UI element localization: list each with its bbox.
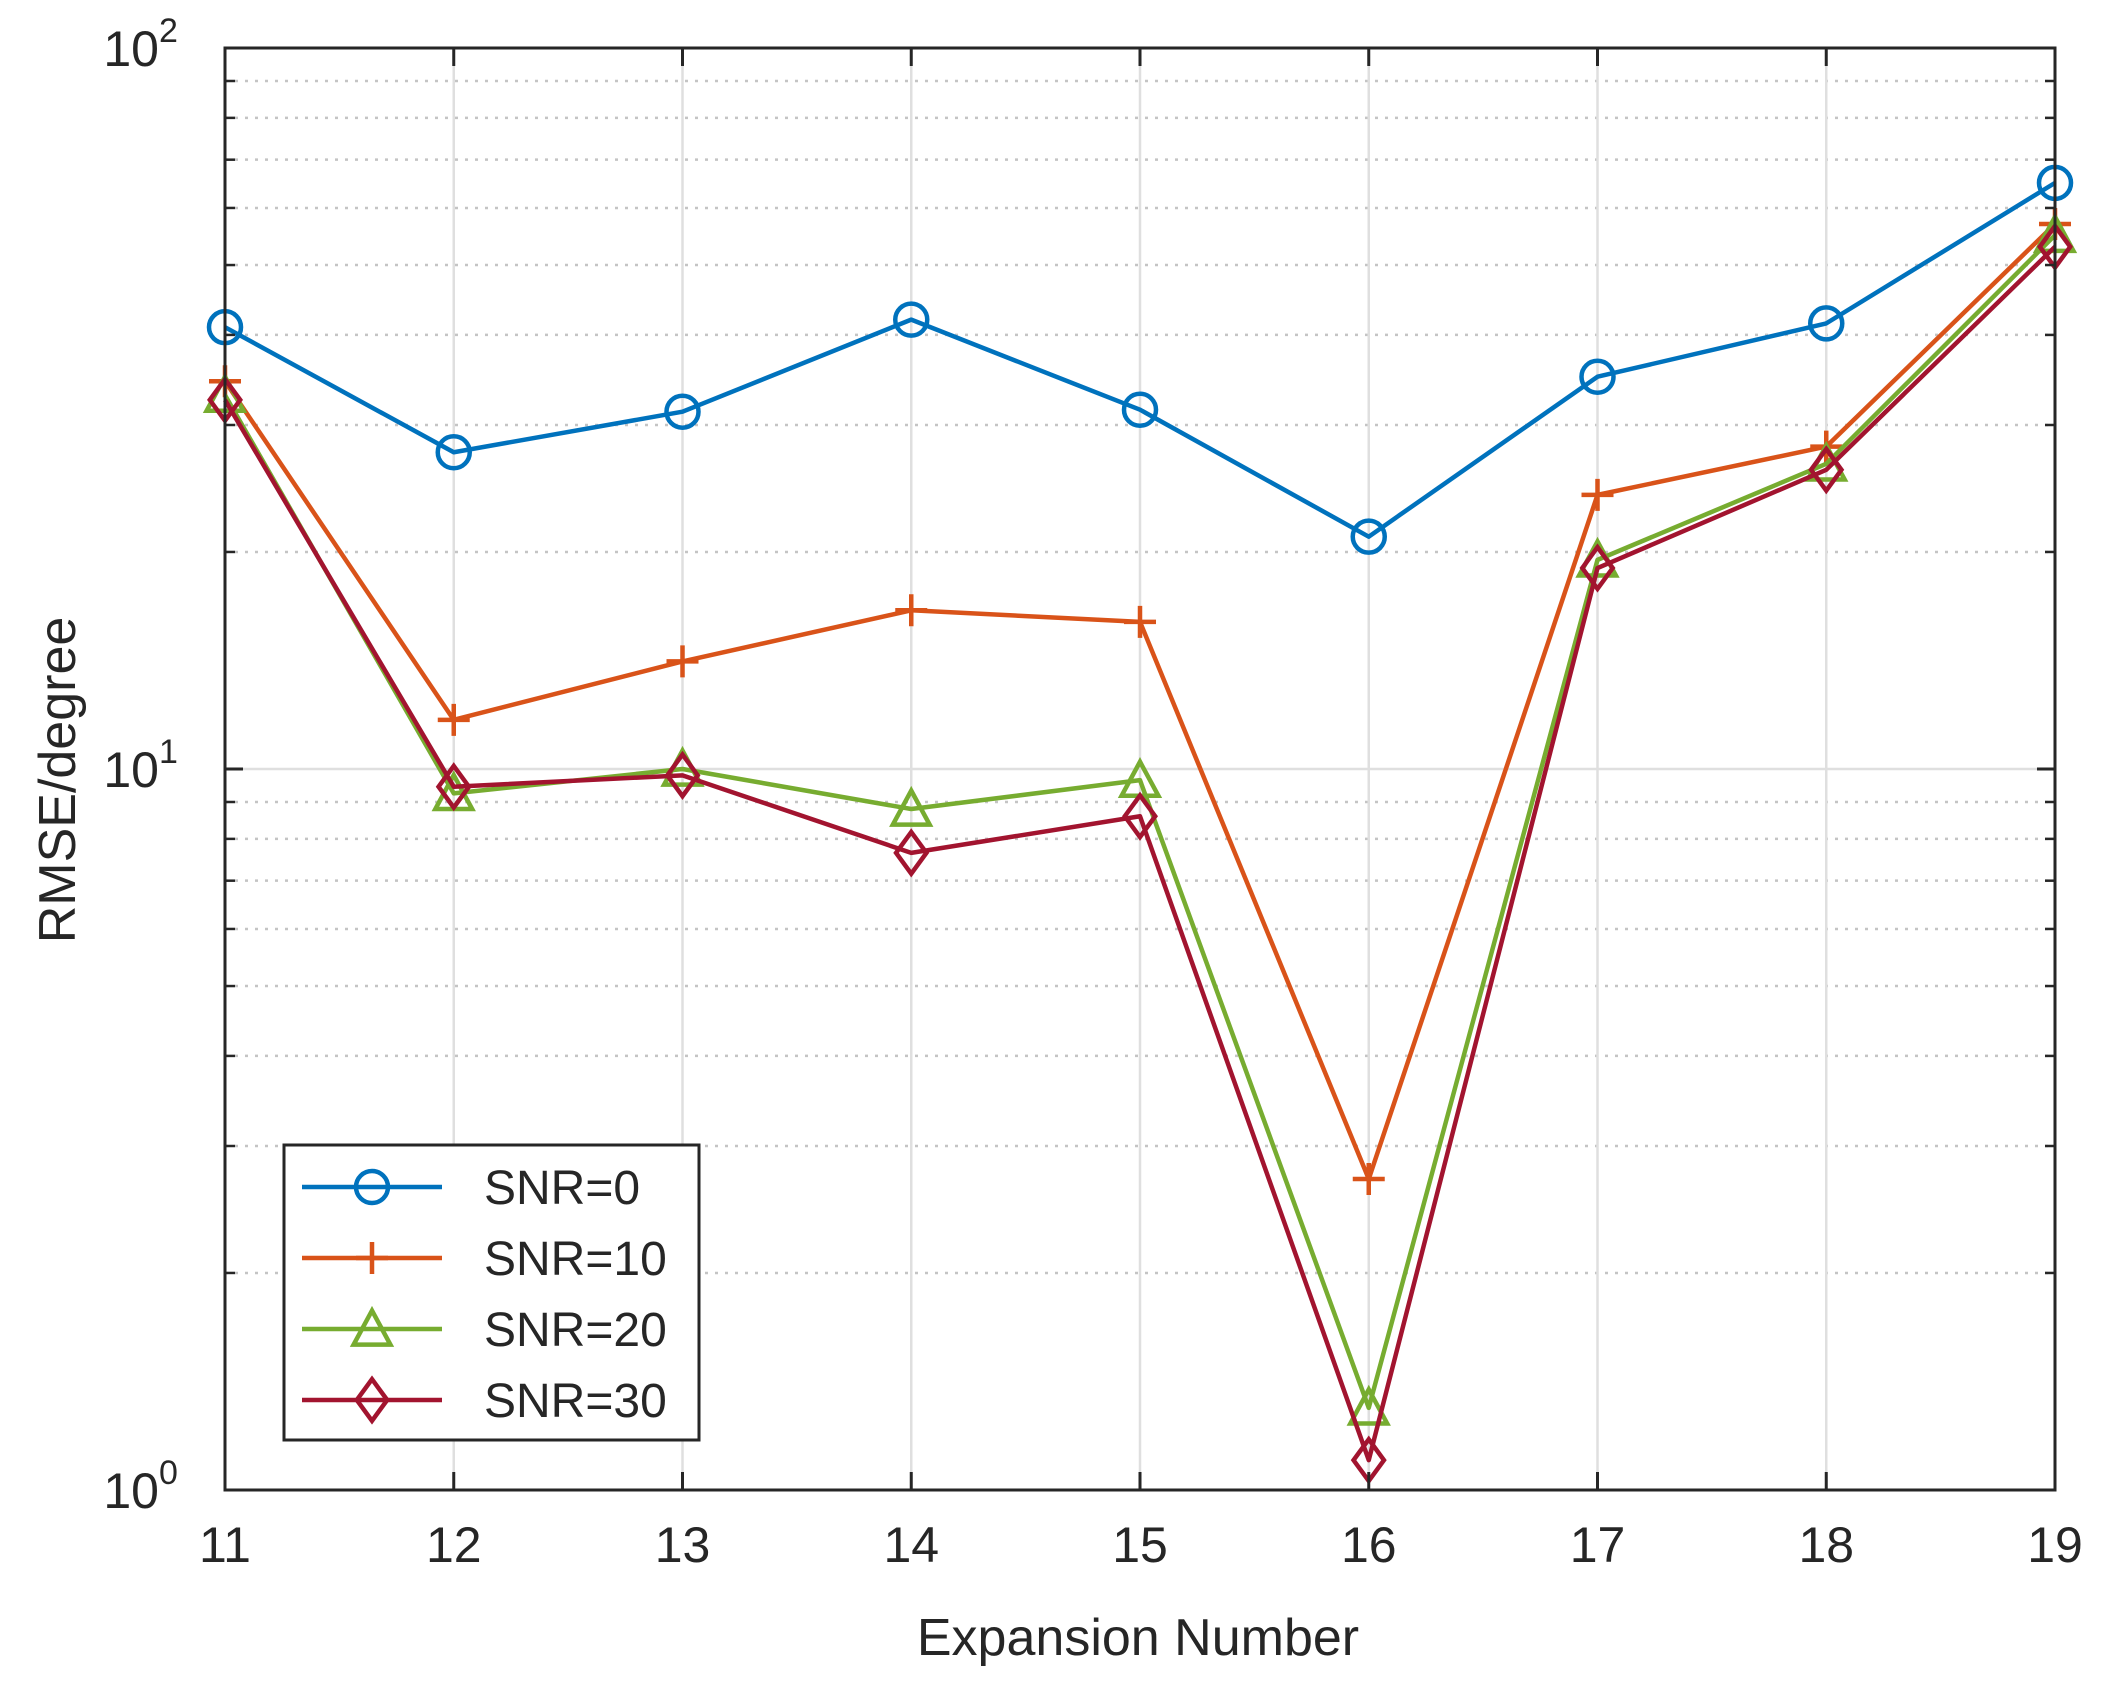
ticks	[223, 46, 2057, 1492]
data-point-diamond	[893, 828, 930, 878]
legend-label: SNR=0	[484, 1162, 640, 1215]
data-point-circle	[435, 433, 472, 471]
legend: SNR=0 SNR=10 SNR=20 SNR=30	[282, 1143, 701, 1442]
legend-item: SNR=10	[302, 1233, 667, 1286]
data-point-plus	[1581, 478, 1614, 511]
y-tick-exponent: 0	[159, 1454, 178, 1492]
data-point-plus	[356, 1242, 388, 1274]
y-tick-label: 10	[103, 1463, 159, 1519]
x-tick-labels: 11 12 13 14 15 16 17 18 19	[199, 1517, 2083, 1573]
x-tick-label: 18	[1798, 1517, 1854, 1573]
y-tick-exponent: 2	[159, 12, 178, 50]
data-point-triangle	[889, 785, 934, 827]
data-point-circle	[1808, 305, 1845, 342]
legend-label: SNR=20	[484, 1304, 667, 1357]
data-point-plus	[437, 703, 470, 736]
data-point-circle	[1121, 391, 1159, 428]
y-tick-label: 10	[103, 21, 159, 77]
legend-box	[282, 1143, 701, 1442]
data-point-diamond	[354, 1375, 390, 1425]
data-point-circle	[893, 301, 930, 338]
data-point-plus	[1124, 605, 1156, 638]
data-point-circle	[1579, 358, 1616, 395]
legend-item: SNR=20	[302, 1304, 667, 1357]
series-line	[223, 233, 2057, 1411]
legend-item: SNR=30	[302, 1375, 667, 1428]
data-point-circle	[353, 1168, 391, 1206]
series-line	[223, 180, 2057, 539]
data-point-plus	[1352, 1162, 1385, 1195]
x-tick-label: 14	[883, 1517, 939, 1573]
data-point-diamond	[1579, 543, 1616, 593]
y-tick-exponent: 1	[159, 733, 178, 771]
x-tick-label: 11	[199, 1517, 251, 1573]
data-point-circle	[1350, 518, 1387, 555]
series-SNR=30	[207, 222, 2073, 1485]
series-line	[223, 245, 2057, 1463]
data-point-triangle	[1346, 1384, 1391, 1426]
x-axis-label: Expansion Number	[917, 1609, 1359, 1667]
legend-label: SNR=10	[484, 1233, 667, 1286]
x-tick-label: 13	[655, 1517, 711, 1573]
x-tick-label: 19	[2027, 1517, 2083, 1573]
data-point-plus	[895, 594, 928, 627]
series-layer	[202, 164, 2078, 1485]
x-tick-label: 16	[1341, 1517, 1397, 1573]
data-point-plus	[666, 645, 699, 678]
data-point-circle	[664, 393, 701, 430]
data-point-diamond	[1808, 445, 1845, 495]
legend-label: SNR=30	[484, 1375, 667, 1428]
data-point-diamond	[1122, 791, 1158, 841]
x-tick-label: 12	[426, 1517, 482, 1573]
data-point-triangle	[349, 1305, 395, 1347]
y-axis-label: RMSE/degree	[29, 617, 87, 944]
legend-item: SNR=0	[302, 1162, 640, 1215]
data-point-diamond	[435, 762, 472, 812]
x-tick-label: 17	[1570, 1517, 1626, 1573]
y-tick-label: 10	[103, 742, 159, 798]
x-tick-label: 15	[1112, 1517, 1168, 1573]
data-point-diamond	[664, 750, 701, 800]
